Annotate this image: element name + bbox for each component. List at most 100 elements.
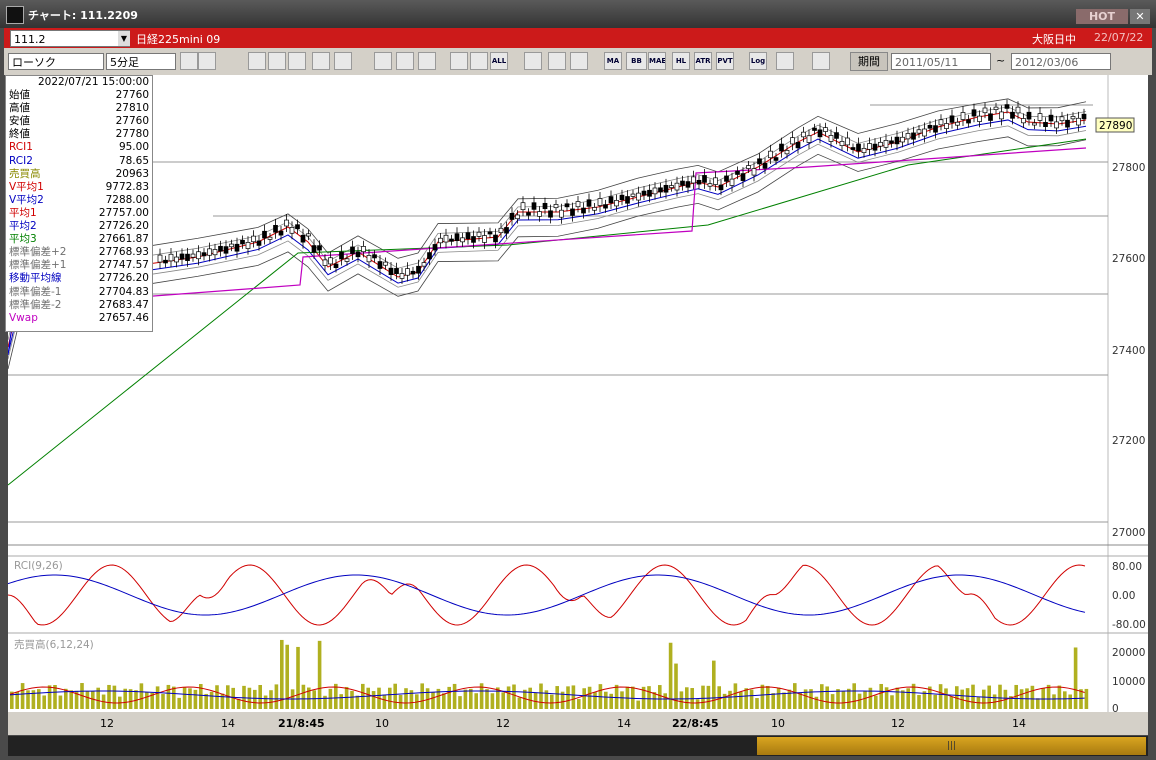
volume-tick-label: 0 [1112, 703, 1119, 712]
volume-average-2 [9, 690, 1085, 700]
candle-body [284, 219, 289, 227]
tool-icon[interactable] [180, 52, 198, 70]
candle-body [845, 137, 850, 146]
volume-bar [944, 688, 948, 709]
candle-body [273, 224, 278, 233]
tool-icon[interactable]: Log [749, 52, 767, 70]
candle-body [850, 147, 856, 150]
volume-bar [1073, 647, 1078, 709]
dropdown-arrow[interactable]: ▼ [118, 31, 130, 46]
tool-icon[interactable] [548, 52, 566, 70]
candle-body [691, 176, 696, 184]
candle-body [559, 209, 564, 218]
tool-icon[interactable] [470, 52, 488, 70]
candle-body [311, 245, 317, 253]
candle-body [817, 129, 823, 138]
hot-button[interactable]: HOT [1076, 9, 1128, 24]
candle-body [405, 268, 410, 276]
candle-body [982, 107, 988, 114]
tool-icon[interactable] [418, 52, 436, 70]
toolbar: ローソク 5分足 期間 2011/05/11 ~ 2012/03/06 ALL M… [4, 48, 1152, 75]
tool-icon[interactable]: ALL [490, 52, 508, 70]
tool-icon[interactable] [570, 52, 588, 70]
info-value: 27780 [115, 128, 149, 141]
volume-bar [47, 685, 52, 709]
tool-icon[interactable] [374, 52, 392, 70]
time-tick-label: 14 [221, 717, 235, 730]
tool-icon[interactable] [312, 52, 330, 70]
guide-lines [8, 104, 1108, 523]
tool-icon[interactable]: BB [626, 52, 647, 70]
info-row: RCI1 95.00 [6, 141, 152, 154]
volume-bar [10, 691, 14, 709]
candle-body [1037, 113, 1043, 121]
info-row: V平均1 9772.83 [6, 181, 152, 194]
volume-bar [166, 684, 171, 709]
volume-bar [496, 687, 500, 709]
tool-icon[interactable] [450, 52, 468, 70]
candle-body [410, 270, 416, 275]
tool-icon[interactable] [812, 52, 830, 70]
candle-body [229, 243, 234, 248]
scroll-thumb[interactable]: ||| [757, 737, 1146, 755]
tool-icon[interactable] [334, 52, 352, 70]
period-button[interactable]: 期間 [850, 52, 888, 71]
info-value: 27760 [115, 115, 149, 128]
symbol-input[interactable]: 111.2 [10, 30, 130, 47]
time-tick-label: 10 [771, 717, 785, 730]
candle-body [240, 239, 245, 245]
tool-icon[interactable] [524, 52, 542, 70]
candle-body [548, 210, 553, 218]
date-to[interactable]: 2012/03/06 [1011, 53, 1111, 70]
info-value: 27768.93 [98, 246, 149, 259]
candle-body [702, 175, 707, 183]
tool-icon[interactable] [268, 52, 286, 70]
candle-body [636, 192, 641, 201]
tool-icon[interactable]: ATR [694, 52, 712, 70]
date-from[interactable]: 2011/05/11 [891, 53, 991, 70]
volume-bar [879, 683, 883, 709]
scrollbar[interactable]: ||| [8, 736, 1148, 756]
volume-bar [782, 692, 786, 709]
volume-bar [485, 689, 489, 709]
volume-bar [728, 690, 732, 709]
volume-bar [555, 686, 559, 709]
volume-bar [636, 700, 640, 709]
tool-icon[interactable] [288, 52, 306, 70]
candle-body [768, 150, 773, 159]
close-button[interactable]: ✕ [1130, 9, 1150, 24]
candle-body [663, 184, 669, 193]
volume-bar [301, 684, 306, 709]
volume-bar [614, 684, 619, 709]
volume-bar [128, 689, 133, 709]
info-value: 27704.83 [98, 285, 149, 298]
candle-body [806, 135, 812, 143]
volume-bar [830, 694, 835, 709]
candle-body [487, 231, 493, 235]
time-tick-label: 12 [891, 717, 905, 730]
chart-type-select[interactable]: ローソク [8, 53, 104, 70]
candle-body [685, 181, 691, 188]
candle-body [790, 137, 795, 145]
candle-body [179, 253, 185, 260]
volume-bar [674, 663, 678, 709]
volume-bar [884, 687, 889, 709]
tool-icon[interactable]: MAE [648, 52, 666, 70]
candle-body [641, 190, 647, 196]
tool-icon[interactable] [396, 52, 414, 70]
tool-icon[interactable] [776, 52, 794, 70]
tool-icon[interactable] [248, 52, 266, 70]
tool-icon[interactable]: PVT [716, 52, 734, 70]
info-label: 標準偏差+1 [9, 259, 67, 272]
volume-bar [463, 689, 468, 709]
volume-bar [274, 684, 279, 709]
candle-body [339, 251, 344, 260]
tool-icon[interactable]: MA [604, 52, 622, 70]
tool-icon[interactable]: HL [672, 52, 690, 70]
volume-bar [398, 694, 403, 709]
candle-body [861, 147, 867, 154]
volume-bar [663, 693, 667, 709]
candle-body [669, 185, 674, 188]
tool-icon[interactable] [198, 52, 216, 70]
interval-select[interactable]: 5分足 [106, 53, 176, 70]
